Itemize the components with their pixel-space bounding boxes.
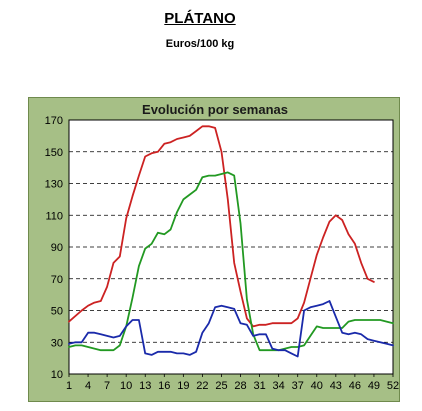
- y-tick-label: 30: [51, 337, 63, 349]
- chart-page-title: PLÁTANO: [164, 10, 236, 27]
- y-tick-label: 50: [51, 306, 63, 318]
- grid-lines: [69, 151, 393, 343]
- chart-units-subtitle: Euros/100 kg: [165, 38, 235, 50]
- y-tick-label: 90: [51, 242, 63, 254]
- x-tick-label: 22: [196, 380, 208, 392]
- x-tick-label: 13: [139, 380, 151, 392]
- x-tick-label: 43: [330, 380, 342, 392]
- y-tick-label: 130: [45, 179, 63, 191]
- y-tick-label: 10: [51, 369, 63, 381]
- x-axis-ticks: 1 4 7 10 13 16 19 22 25 28 31 34 37 40 43 46 49 52: [66, 374, 399, 392]
- x-tick-label: 49: [368, 380, 380, 392]
- series-line-1: [68, 125, 375, 328]
- x-tick-label: 46: [349, 380, 361, 392]
- x-tick-label: 16: [158, 380, 170, 392]
- y-tick-label: 70: [51, 274, 63, 286]
- x-tick-label: 10: [120, 380, 132, 392]
- x-tick-label: 52: [387, 380, 399, 392]
- x-tick-label: 25: [215, 380, 227, 392]
- series-line-3: [68, 300, 394, 358]
- series-line-2: [68, 171, 394, 352]
- y-axis-ticks: 10 30 50 70 90 110 130 150 170: [45, 115, 63, 381]
- chart-frame: Evolución por semanas 10 30 50 70 90 110 130 15…: [28, 97, 400, 402]
- x-tick-label: 1: [66, 380, 72, 392]
- x-tick-label: 34: [273, 380, 285, 392]
- x-tick-label: 7: [104, 380, 110, 392]
- y-tick-label: 150: [45, 147, 63, 159]
- x-tick-label: 4: [85, 380, 91, 392]
- x-tick-label: 37: [292, 380, 304, 392]
- series-lines: [68, 125, 394, 358]
- y-tick-label: 170: [45, 115, 63, 127]
- x-tick-label: 40: [311, 380, 323, 392]
- y-tick-label: 110: [45, 210, 63, 222]
- x-tick-label: 31: [253, 380, 265, 392]
- chart-title: Evolución por semanas: [142, 102, 288, 117]
- line-chart: 10 30 50 70 90 110 130 150 170 1 4 7 10 13 16 19 22 25 28…: [45, 115, 399, 392]
- x-tick-label: 28: [234, 380, 246, 392]
- x-tick-label: 19: [177, 380, 189, 392]
